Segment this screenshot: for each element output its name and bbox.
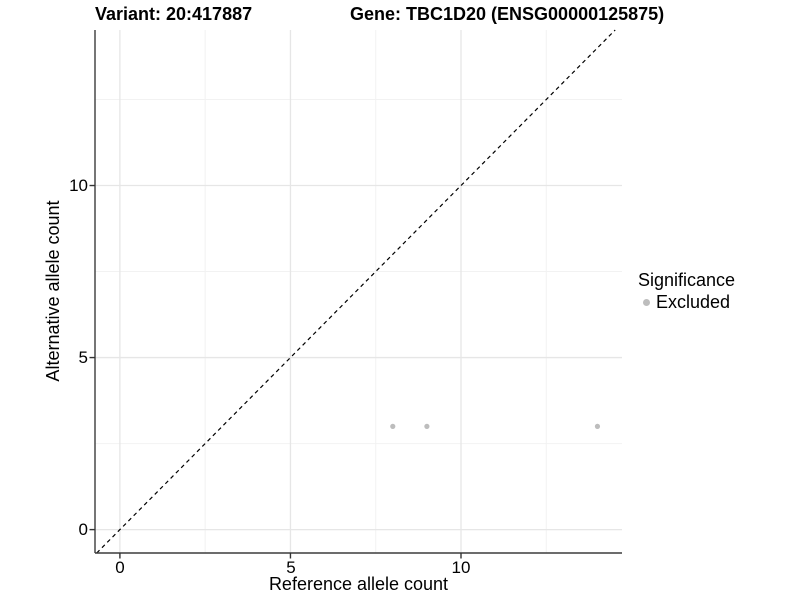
x-tick-label-0: 0 xyxy=(115,558,125,577)
tick-marks xyxy=(89,184,462,559)
plot-title-variant: Variant: 20:417887 xyxy=(95,4,253,24)
grid-major xyxy=(95,30,622,553)
data-point xyxy=(390,423,396,429)
legend-entry-label: Excluded xyxy=(656,292,731,312)
plot-title-gene: Gene: TBC1D20 (ENSG00000125875) xyxy=(350,4,665,24)
legend-title: Significance xyxy=(638,270,736,290)
identity-line xyxy=(96,29,616,554)
y-tick-label-5: 5 xyxy=(78,348,88,367)
x-axis-title: Reference allele count xyxy=(268,574,449,594)
legend-entry-excluded: Excluded xyxy=(638,291,735,313)
x-tick-label-5: 5 xyxy=(286,558,296,577)
legend: Significance Excluded xyxy=(638,269,735,313)
y-tick-label-10: 10 xyxy=(69,176,88,195)
data-point xyxy=(424,423,430,429)
data-point xyxy=(594,423,601,429)
series-excluded xyxy=(390,423,601,429)
y-tick-label-0: 0 xyxy=(78,520,88,539)
x-tick-label-10: 10 xyxy=(451,558,471,577)
axis-lines xyxy=(94,30,622,554)
grid-minor xyxy=(95,30,622,553)
excluded-point-icon xyxy=(643,298,650,306)
